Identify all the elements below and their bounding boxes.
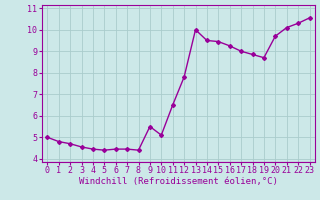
X-axis label: Windchill (Refroidissement éolien,°C): Windchill (Refroidissement éolien,°C) [79, 177, 278, 186]
